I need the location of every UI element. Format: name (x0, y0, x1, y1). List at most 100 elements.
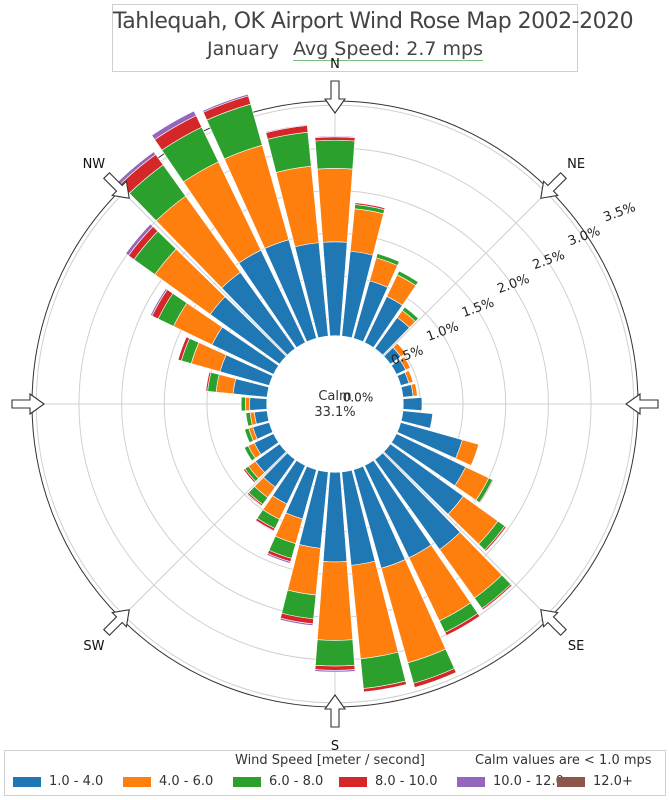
subtitle-month: January (206, 38, 279, 60)
radial-tick-label: 1.0% (425, 319, 461, 344)
calm-center: Calm 33.1% (314, 389, 355, 420)
arrow-ne-icon (540, 171, 568, 199)
bar-280-bin-1 (215, 374, 237, 395)
bar-0-bin-2 (314, 139, 356, 170)
bar-220-bin-4 (246, 493, 263, 508)
arrow-shape (323, 694, 347, 728)
arrow-w-icon (11, 392, 45, 416)
bar-190-bin-4 (279, 617, 314, 626)
bar-200-bin-4 (266, 552, 292, 564)
legend: Wind Speed [meter / second] Calm values … (4, 750, 666, 796)
bar-120-bin-3 (479, 479, 494, 504)
bar-90-bin-0 (402, 397, 423, 411)
bar-180-bin-1 (316, 561, 354, 641)
legend-swatch (339, 777, 367, 787)
compass-label-ne: NE (567, 157, 585, 172)
legend-label: 8.0 - 10.0 (375, 774, 438, 789)
bar-270-bin-1 (245, 396, 251, 412)
arrow-shape (540, 171, 568, 199)
bar-310-bin-4 (125, 223, 154, 256)
arrow-shape (11, 392, 45, 416)
arrow-shape (102, 609, 130, 637)
bar-250-bin-2 (244, 427, 254, 444)
bar-40-bin-2 (401, 306, 419, 322)
bar-130-bin-3 (484, 525, 507, 552)
bar-80-bin-1 (410, 383, 418, 397)
bar-10-bin-3 (354, 202, 386, 211)
legend-title: Wind Speed [meter / second] (235, 753, 425, 768)
wind-bars (117, 93, 513, 693)
chart-subtitle: January Avg Speed: 2.7 mps (113, 38, 577, 60)
compass-label-w: W (0, 398, 1, 413)
bar-180-bin-2 (315, 639, 355, 667)
bar-70-bin-1 (404, 370, 414, 384)
compass-label-se: SE (568, 639, 584, 654)
compass-label-n: N (330, 57, 340, 72)
bar-10-bin-1 (349, 208, 384, 256)
arrow-se-icon (540, 609, 568, 637)
bar-50-bin-1 (392, 342, 407, 358)
bar-330-bin-4 (151, 110, 197, 141)
arrow-shape (540, 609, 568, 637)
chart-title: Tahlequah, OK Airport Wind Rose Map 2002… (113, 9, 634, 34)
radial-tick-label-zero: 0.0% (343, 390, 374, 404)
compass-label-nw: NW (83, 157, 106, 172)
bar-210-bin-4 (254, 519, 275, 533)
legend-swatch (13, 777, 41, 787)
bar-180-bin-4 (314, 669, 356, 673)
bar-280-bin-3 (205, 371, 212, 392)
arrow-sw-icon (102, 609, 130, 637)
calm-value: 33.1% (314, 405, 355, 420)
bar-350-bin-4 (265, 124, 308, 134)
legend-calm-note: Calm values are < 1.0 mps (475, 753, 652, 768)
bar-30-bin-2 (396, 270, 419, 286)
compass-arrows (11, 80, 659, 728)
bar-260-bin-2 (245, 412, 253, 427)
bar-290-bin-3 (177, 336, 190, 362)
arrow-shape (625, 392, 659, 416)
bar-300-bin-4 (150, 288, 168, 317)
legend-label: 4.0 - 6.0 (159, 774, 214, 789)
arrow-e-icon (625, 392, 659, 416)
bar-230-bin-3 (243, 468, 257, 484)
compass-label-sw: SW (83, 639, 104, 654)
calm-label: Calm (318, 389, 351, 404)
arrow-n-icon (323, 80, 347, 114)
bar-260-bin-0 (253, 410, 270, 425)
compass-label-s: S (331, 739, 339, 750)
bar-170-bin-3 (363, 680, 407, 693)
arrow-shape (323, 80, 347, 114)
radial-tick-label: 1.5% (460, 296, 496, 321)
bar-0-bin-4 (314, 135, 356, 138)
radial-tick-label: 2.0% (495, 272, 531, 297)
bar-0-bin-1 (317, 168, 353, 243)
radial-tick-label: 3.0% (566, 224, 602, 249)
bar-150-bin-3 (444, 612, 481, 636)
arrow-shape (102, 171, 130, 199)
bar-350-bin-2 (267, 131, 312, 173)
legend-label: 1.0 - 4.0 (49, 774, 104, 789)
bar-320-bin-4 (117, 151, 157, 185)
subtitle-avg-speed: Avg Speed: 2.7 mps (293, 38, 484, 60)
bar-270-bin-0 (249, 397, 268, 411)
legend-label: 12.0+ (593, 774, 633, 789)
title-box: Tahlequah, OK Airport Wind Rose Map 2002… (112, 4, 634, 72)
legend-label: 6.0 - 8.0 (269, 774, 324, 789)
bar-240-bin-2 (243, 445, 256, 462)
bar-270-bin-2 (240, 396, 246, 412)
arrow-s-icon (323, 694, 347, 728)
legend-swatch (123, 777, 151, 787)
wind-rose-chart: 0.5%1.0%1.5%2.0%2.5%3.0%3.5%0.0%NNEESESS… (0, 57, 659, 750)
bar-110-bin-1 (455, 439, 480, 466)
bar-140-bin-3 (481, 583, 513, 611)
bar-160-bin-3 (413, 668, 457, 688)
bar-20-bin-2 (375, 253, 400, 266)
arrow-nw-icon (102, 171, 130, 199)
bar-60-bin-1 (399, 356, 411, 371)
legend-label: 10.0 - 12.0 (493, 774, 564, 789)
bar-180-bin-3 (314, 664, 356, 671)
legend-swatch (233, 777, 261, 787)
calm-hole (266, 335, 404, 473)
legend-swatch (457, 777, 485, 787)
radial-tick-label: 2.5% (531, 248, 567, 273)
